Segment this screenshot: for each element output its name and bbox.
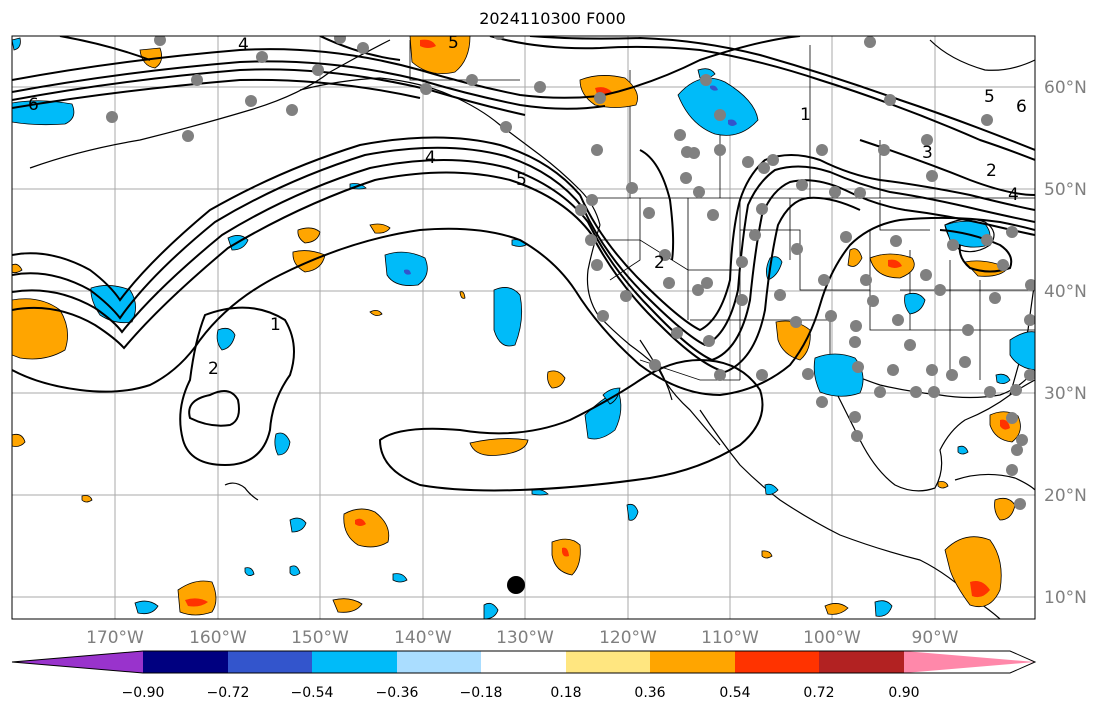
strong-positive-cores: [185, 39, 1010, 607]
lat-label: 60°N: [1044, 78, 1087, 98]
lat-label: 30°N: [1044, 384, 1087, 404]
coastlines: [29, 39, 1035, 619]
colorbar-segment: [819, 651, 904, 673]
colorbar-segment: [904, 651, 1035, 673]
colorbar-tick: 0.18: [550, 685, 581, 701]
lat-label: 50°N: [1044, 180, 1087, 200]
svg-text:1: 1: [800, 105, 811, 125]
svg-text:4: 4: [1008, 185, 1019, 205]
map-title: 2024110300 F000: [479, 9, 626, 28]
colorbar-segment: [735, 651, 819, 673]
svg-text:6: 6: [1016, 97, 1027, 117]
colorbar-segment: [12, 651, 143, 673]
colorbar-tick: −0.90: [122, 685, 165, 701]
colorbar-segment: [650, 651, 735, 673]
map-frame: [11, 35, 1036, 620]
lon-label: 100°W: [803, 628, 861, 648]
highlight-point-marker: [507, 576, 525, 594]
colorbar-tick: 0.90: [888, 685, 919, 701]
colorbar-segment: [228, 651, 312, 673]
colorbar-tick: −0.54: [291, 685, 334, 701]
svg-text:6: 6: [28, 95, 39, 115]
colorbar: [11, 650, 1037, 674]
lon-label: 110°W: [701, 628, 759, 648]
lon-label: 170°W: [86, 628, 144, 648]
svg-text:5: 5: [984, 87, 995, 107]
svg-text:4: 4: [238, 35, 249, 55]
lat-label: 20°N: [1044, 486, 1087, 506]
lon-label: 120°W: [599, 628, 657, 648]
contour-labels: 6 5 4 4 5 2 1 2 1 2 3 4 5 6: [28, 33, 1027, 379]
colorbar-tick: 0.36: [634, 685, 665, 701]
svg-text:2: 2: [208, 359, 219, 379]
colorbar-segment: [397, 651, 481, 673]
svg-text:2: 2: [654, 253, 665, 273]
lon-label: 150°W: [291, 628, 349, 648]
lat-label: 10°N: [1044, 588, 1087, 608]
colorbar-segment: [566, 651, 650, 673]
colorbar-segment: [481, 651, 566, 673]
lon-label: 130°W: [496, 628, 554, 648]
svg-text:5: 5: [448, 33, 459, 53]
height-contours: [12, 36, 1035, 492]
colorbar-tick: 0.72: [803, 685, 834, 701]
colorbar-segment: [312, 651, 397, 673]
lat-label: 40°N: [1044, 282, 1087, 302]
svg-text:3: 3: [922, 143, 933, 163]
colorbar-outline: [11, 650, 1037, 674]
lon-label: 90°W: [912, 628, 959, 648]
station-markers: [106, 36, 1035, 510]
colorbar-tick: −0.18: [460, 685, 503, 701]
longitude-labels: 170°W 160°W 150°W 140°W 130°W 120°W 110°…: [86, 628, 959, 648]
negative-anomaly-areas: [12, 37, 1035, 619]
svg-text:5: 5: [516, 170, 527, 190]
colorbar-tick-labels: −0.90 −0.72 −0.54 −0.36 −0.18 0.18 0.36 …: [122, 685, 920, 701]
colorbar-tick: −0.36: [376, 685, 419, 701]
colorbar-tick: −0.72: [207, 685, 250, 701]
svg-text:4: 4: [425, 148, 436, 168]
colorbar-tick: 0.54: [719, 685, 750, 701]
svg-text:1: 1: [270, 315, 281, 335]
strong-negative-cores: [404, 85, 737, 275]
latitude-labels: 60°N 50°N 40°N 30°N 20°N 10°N: [1044, 78, 1087, 608]
svg-text:2: 2: [986, 161, 997, 181]
colorbar-segment: [143, 651, 228, 673]
lon-label: 140°W: [394, 628, 452, 648]
graticule: [12, 36, 1035, 619]
lon-label: 160°W: [189, 628, 247, 648]
